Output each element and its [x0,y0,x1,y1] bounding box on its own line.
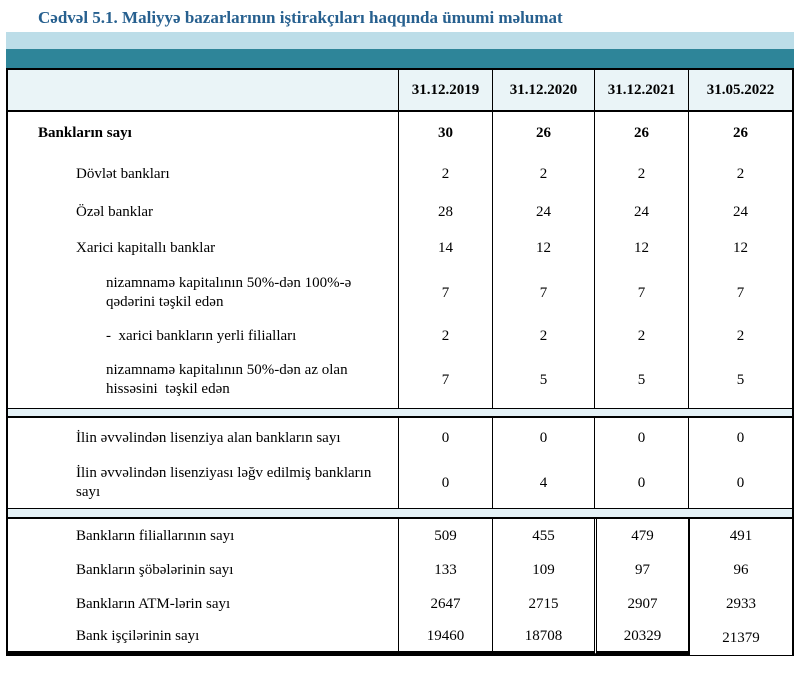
cell-value: 2 [398,155,492,194]
table-row: Xarici kapitallı banklar 14 12 12 12 [8,230,792,266]
cell-value: 0 [594,458,688,508]
cell-value: 20329 [594,621,688,656]
row-label: Dövlət bankları [76,166,170,182]
table-row: Bank işçilərinin sayı 19460 18708 20329 … [8,621,792,656]
table-row: - xarici bankların yerli filialları 2 2 … [8,320,792,352]
table-row: nizamnamə kapitalının 50%-dən az olan hi… [8,352,792,408]
section-network: Bankların filiallarının sayı 509 455 479… [8,519,792,656]
row-label: İlin əvvəlindən lisenziya alan bankların… [76,429,341,446]
row-label: - xarici bankların yerli filialları [106,327,297,344]
table-row: Özəl banklar 28 24 24 24 [8,194,792,230]
cell-value: 24 [594,194,688,230]
cell-value: 491 [688,519,792,553]
cell-value: 12 [492,230,594,266]
cell-value: 21379 [688,621,792,656]
cell-value: 2907 [594,587,688,621]
decor-band-teal [6,49,794,68]
row-label: Xarici kapitallı banklar [76,239,216,256]
cell-value: 0 [594,418,688,458]
cell-value: 2933 [688,587,792,621]
cell-value: 97 [594,553,688,587]
column-header-2021: 31.12.2021 [594,70,688,110]
table-row: İlin əvvəlindən lisenziya alan bankların… [8,418,792,458]
cell-value: 12 [594,230,688,266]
cell-value: 0 [688,418,792,458]
cell-value: 5 [688,352,792,408]
cell-value: 7 [594,266,688,320]
cell-value: 2 [594,155,688,194]
cell-value: 4 [492,458,594,508]
cell-value: 19460 [398,621,492,656]
cell-value: 2 [492,320,594,352]
cell-value: 5 [492,352,594,408]
column-header-2020: 31.12.2020 [492,70,594,110]
table-row: Dövlət bankları 2 2 2 2 [8,155,792,194]
decor-band-light [6,32,794,49]
cell-value: 7 [688,266,792,320]
cell-value: 2647 [398,587,492,621]
cell-value: 2 [688,320,792,352]
cell-value: 7 [398,352,492,408]
cell-value: 2 [398,320,492,352]
cell-value: 14 [398,230,492,266]
cell-value: 133 [398,553,492,587]
cell-value: 2 [594,320,688,352]
row-label: Bankların sayı [38,125,132,141]
cell-value: 96 [688,553,792,587]
row-label: nizamnamə kapitalının 50%-dən az olan hi… [106,362,352,397]
row-label: nizamnamə kapitalının 50%-dən 100%-ə qəd… [106,275,356,310]
table-sheet: 31.12.2019 31.12.2020 31.12.2021 31.05.2… [6,32,794,656]
row-label: Bankların şöbələrinin sayı [76,561,234,578]
cell-value: 18708 [492,621,594,656]
cell-value: 455 [492,519,594,553]
cell-value: 2715 [492,587,594,621]
cell-value: 5 [594,352,688,408]
cell-value: 24 [492,194,594,230]
cell-value: 30 [398,112,492,155]
section-bank-counts: Bankların sayı 30 26 26 26 Dövlət bankla… [8,112,792,409]
data-table: 31.12.2019 31.12.2020 31.12.2021 31.05.2… [6,68,794,656]
cell-value: 28 [398,194,492,230]
table-title: Cədvəl 5.1. Maliyyə bazarlarının iştirak… [38,8,563,27]
cell-value: 24 [688,194,792,230]
cell-value: 26 [492,112,594,155]
cell-value: 7 [492,266,594,320]
row-label: Özəl banklar [76,203,154,220]
section-licenses: İlin əvvəlindən lisenziya alan bankların… [8,418,792,509]
column-header-2019: 31.12.2019 [398,70,492,110]
cell-value: 2 [492,155,594,194]
row-label: Bank işçilərinin sayı [8,621,398,656]
column-header-2022: 31.05.2022 [688,70,792,110]
cell-value: 0 [688,458,792,508]
cell-value: 26 [688,112,792,155]
table-row: Bankların ATM-lərin sayı 2647 2715 2907 … [8,587,792,621]
cell-value: 0 [398,458,492,508]
table-row: Bankların sayı 30 26 26 26 [8,112,792,155]
cell-value: 12 [688,230,792,266]
table-row: Bankların şöbələrinin sayı 133 109 97 96 [8,553,792,587]
table-row: nizamnamə kapitalının 50%-dən 100%-ə qəd… [8,266,792,320]
cell-value: 109 [492,553,594,587]
cell-value: 479 [594,519,688,553]
cell-value: 509 [398,519,492,553]
cell-value: 7 [398,266,492,320]
header-empty-cell [8,70,398,110]
cell-value: 0 [492,418,594,458]
row-label: Bankların ATM-lərin sayı [76,595,231,612]
table-row: Bankların filiallarının sayı 509 455 479… [8,519,792,553]
table-header-row: 31.12.2019 31.12.2020 31.12.2021 31.05.2… [8,70,792,112]
section-divider [8,509,792,519]
row-label: İlin əvvəlindən lisenziyası ləğv edilmiş… [76,465,376,500]
row-label: Bankların filiallarının sayı [76,527,235,544]
cell-value: 2 [688,155,792,194]
table-row: İlin əvvəlindən lisenziyası ləğv edilmiş… [8,458,792,508]
cell-value: 0 [398,418,492,458]
section-divider [8,409,792,418]
cell-value: 26 [594,112,688,155]
